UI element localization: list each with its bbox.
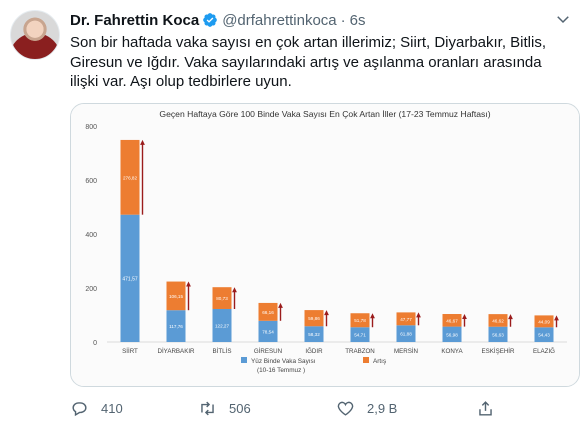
retweet-icon	[201, 401, 214, 415]
data-label-base: 122,27	[215, 323, 229, 328]
x-tick-label: IĞDIR	[305, 348, 323, 355]
bar-increase	[488, 314, 508, 327]
increase-arrow-head	[508, 314, 513, 320]
bar-increase	[304, 310, 324, 327]
data-label-increase: 59,86	[308, 316, 320, 321]
increase-arrow-head	[278, 302, 283, 308]
data-label-increase: 106,15	[169, 294, 183, 299]
bar-base	[350, 327, 370, 342]
like-count: 2,9 B	[367, 400, 398, 416]
legend-swatch-base	[241, 357, 247, 363]
reply-count: 410	[101, 400, 123, 416]
tweet-header: Dr. Fahrettin Koca @drfahrettinkoca · 6s	[70, 10, 366, 30]
increase-arrow-head	[324, 310, 329, 316]
data-label-base: 58,32	[308, 332, 320, 337]
bar-base	[212, 308, 232, 342]
author-handle[interactable]: @drfahrettinkoca	[222, 11, 337, 29]
legend-label-base-period: (10-16 Temmuz )	[257, 367, 305, 374]
share-icon	[479, 400, 492, 416]
increase-arrow-head	[370, 313, 375, 319]
like-button[interactable]: 2,9 B	[336, 396, 397, 420]
bar-increase	[396, 312, 416, 326]
avatar[interactable]	[10, 10, 60, 60]
y-tick-label: 200	[85, 286, 97, 293]
data-label-base: 54,71	[354, 333, 366, 338]
y-tick-label: 0	[93, 340, 97, 347]
share-button[interactable]	[476, 396, 507, 420]
retweet-count: 506	[229, 400, 251, 416]
x-tick-label: BİTLİS	[213, 348, 232, 355]
data-label-increase: 80,73	[216, 296, 228, 301]
x-tick-label: KONYA	[441, 348, 463, 355]
increase-arrow-head	[554, 315, 559, 321]
bar-base	[396, 325, 416, 342]
increase-arrow-head	[232, 287, 237, 293]
increase-arrow-head	[140, 139, 145, 145]
x-tick-label: ESKİŞEHİR	[481, 348, 515, 355]
tweet-text: Son bir haftada vaka sayısı en çok artan…	[70, 34, 547, 90]
x-tick-label: GİRESUN	[254, 348, 282, 355]
data-label-increase: 276,82	[123, 175, 137, 180]
chart-background	[71, 104, 579, 386]
timestamp[interactable]: 6s	[349, 11, 366, 29]
x-tick-label: TRABZON	[345, 348, 375, 355]
data-label-increase: 66,16	[262, 310, 274, 315]
x-tick-label: DİYARBAKIR	[157, 348, 195, 355]
bar-increase	[166, 281, 186, 311]
data-label-base: 78,54	[262, 329, 274, 334]
author-name[interactable]: Dr. Fahrettin Koca	[70, 11, 200, 29]
data-label-increase: 44,09	[538, 319, 550, 324]
chart-image[interactable]: Geçen Haftaya Göre 100 Binde Vaka Sayısı…	[70, 103, 580, 387]
data-label-base: 56,63	[492, 332, 504, 337]
reply-button[interactable]: 410	[70, 396, 123, 420]
bar-increase	[120, 139, 140, 215]
y-tick-label: 800	[85, 124, 97, 131]
chevron-down-icon[interactable]	[554, 10, 572, 28]
bar-increase	[258, 302, 278, 321]
reply-icon	[72, 401, 87, 416]
y-tick-label: 600	[85, 178, 97, 185]
tweet-actions: 410 506 2,9 B	[70, 396, 578, 420]
x-tick-label: SİİRT	[122, 348, 138, 355]
chart-title: Geçen Haftaya Göre 100 Binde Vaka Sayısı…	[159, 109, 490, 119]
increase-arrow-head	[462, 314, 467, 320]
data-label-increase: 47,77	[400, 317, 412, 322]
bar-base	[258, 320, 278, 342]
heart-icon	[337, 401, 354, 416]
increase-arrow-head	[416, 312, 421, 318]
legend-swatch-increase	[363, 357, 369, 363]
bar-increase	[442, 314, 462, 327]
data-label-base: 54,43	[538, 333, 550, 338]
bar-base	[166, 310, 186, 342]
legend-label-increase: Artış	[373, 358, 386, 365]
bar-chart: Geçen Haftaya Göre 100 Binde Vaka Sayısı…	[71, 104, 579, 386]
data-label-base: 117,76	[169, 324, 183, 329]
separator-dot: ·	[340, 11, 346, 29]
retweet-button[interactable]: 506	[198, 396, 251, 420]
x-tick-label: MERSİN	[394, 348, 418, 355]
data-label-increase: 51,78	[354, 318, 366, 323]
data-label-base: 56,98	[446, 332, 458, 337]
bar-base	[120, 214, 140, 342]
legend-label-base: Yüz Binde Vaka Sayısı	[251, 358, 316, 365]
bar-base	[304, 326, 324, 342]
bar-base	[442, 326, 462, 342]
bar-increase	[212, 287, 232, 309]
bar-increase	[350, 313, 370, 328]
bar-increase	[534, 315, 554, 328]
bar-base	[488, 326, 508, 342]
data-label-increase: 46,62	[492, 318, 504, 323]
increase-arrow-head	[186, 281, 191, 287]
bar-base	[534, 327, 554, 342]
verified-badge-icon	[203, 13, 218, 27]
x-tick-label: ELAZIĞ	[533, 348, 555, 355]
data-label-base: 61,88	[400, 332, 412, 337]
data-label-increase: 46,67	[446, 318, 458, 323]
data-label-base: 471,57	[122, 276, 138, 282]
y-tick-label: 400	[85, 232, 97, 239]
